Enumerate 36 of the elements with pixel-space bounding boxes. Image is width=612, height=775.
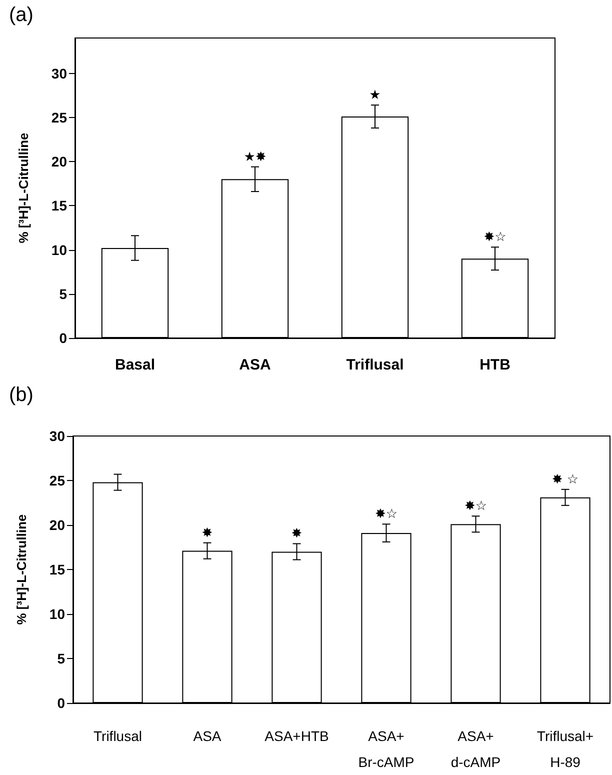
annotation: ★ [369, 88, 381, 104]
x-tick-label: Triflusal [346, 356, 404, 374]
y-tick-label: 5 [59, 286, 68, 302]
y-tick-label: 30 [51, 65, 68, 82]
annotation: ★✸ [244, 150, 266, 165]
x-tick-label: Triflusal+ H-89 [536, 728, 594, 770]
chart-title: (a) [9, 4, 34, 26]
y-tick-label: 5 [57, 650, 66, 666]
annotation: ✸☆ [484, 230, 506, 246]
annotation: ✸☆ [374, 507, 398, 522]
y-tick-label: 10 [51, 242, 68, 258]
chart-title: (b) [9, 384, 34, 406]
y-tick-label: 15 [51, 198, 68, 214]
x-tick-label: ASA+HTB [264, 728, 329, 744]
x-tick-label: ASA+ d-cAMP [450, 728, 501, 770]
y-tick-label: 0 [59, 330, 68, 346]
y-tick-label: 20 [49, 517, 66, 533]
y-tick-label: 25 [51, 109, 68, 126]
y-tick-label: 20 [51, 154, 68, 170]
y-tick-label: 30 [49, 428, 66, 444]
x-tick-label: ASA [193, 728, 222, 744]
annotation: ✸☆ [464, 499, 488, 514]
annotation: ✸ [202, 526, 213, 541]
x-tick-label: Triflusal [94, 728, 142, 744]
y-tick-label: 15 [49, 562, 66, 578]
x-tick-label: HTB [480, 356, 511, 374]
x-tick-label: ASA [239, 356, 271, 374]
x-tick-label: Basal [114, 356, 156, 374]
annotation: ✸ [291, 526, 302, 542]
y-tick-label: 0 [57, 695, 66, 711]
y-tick-label: 10 [49, 606, 66, 622]
y-tick-label: 25 [49, 472, 66, 488]
y-axis-title: % [³H]-L-Citrulline [16, 132, 31, 244]
x-tick-label: ASA+ Br-cAMP [358, 728, 414, 770]
annotation: ✸ ☆ [552, 472, 579, 488]
y-axis-title: % [³H]-L-Citrulline [14, 514, 29, 625]
